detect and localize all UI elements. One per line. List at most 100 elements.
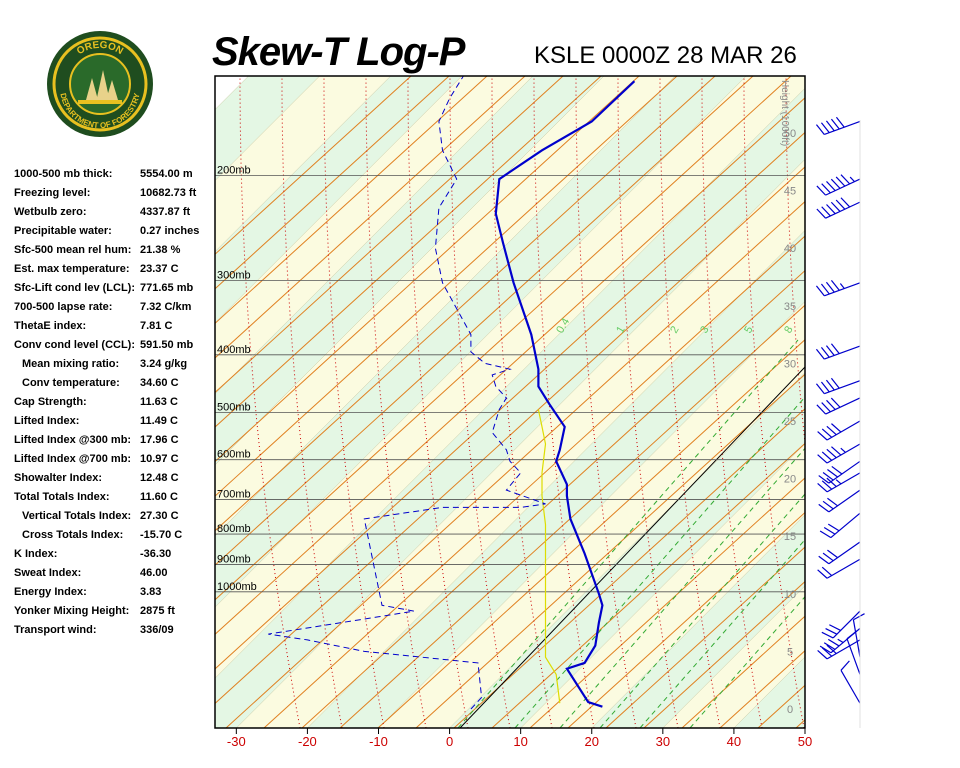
wind-barb-flag <box>830 280 840 291</box>
stat-value: 5554.00 m <box>140 168 193 180</box>
wind-barb-flag <box>818 555 830 565</box>
dry-adiabat-line <box>567 511 805 728</box>
x-tick-label: 10 <box>513 734 527 749</box>
wind-barb-flag <box>821 183 831 194</box>
isotherm-line <box>876 76 960 728</box>
wind-barb <box>817 443 861 464</box>
wind-barb-flag <box>821 631 834 639</box>
stat-value: 21.38 % <box>140 244 181 256</box>
wind-barb-staff <box>828 541 861 565</box>
wind-barb-flag <box>820 381 830 393</box>
dry-adiabat-line <box>215 76 450 290</box>
dry-adiabat-line <box>215 76 754 566</box>
stat-value: -36.30 <box>140 548 172 560</box>
dry-adiabat-line <box>529 477 805 728</box>
height-tick-label: 20 <box>784 474 796 486</box>
stat-value: 46.00 <box>140 567 168 579</box>
dry-adiabat-line <box>491 442 805 728</box>
mixing-ratio-line <box>559 447 805 728</box>
stat-value: 0.27 inches <box>140 225 200 237</box>
wind-barb-flag <box>821 647 833 657</box>
dry-adiabat-line <box>795 719 805 728</box>
dry-adiabat-line <box>301 269 805 728</box>
stat-value: 591.50 mb <box>140 339 194 351</box>
x-tick-label: 20 <box>585 734 599 749</box>
wind-barb <box>815 280 861 297</box>
wind-barb-flag <box>831 446 842 456</box>
stat-label: K Index: <box>14 548 58 560</box>
stat-value: 10682.73 ft <box>140 187 197 199</box>
isotherm-line <box>215 76 534 395</box>
stat-value: 17.96 C <box>140 434 179 446</box>
mixing-ratio-label: 8 <box>782 324 795 335</box>
stat-label: Wetbulb zero: <box>14 206 87 218</box>
wind-barb-flag <box>829 624 841 631</box>
wind-barb-flag <box>827 468 838 478</box>
wind-barb-flag <box>827 638 840 647</box>
wind-barb-flag <box>830 201 841 212</box>
stat-value: 11.60 C <box>140 491 178 503</box>
wind-barb-flag <box>826 477 837 487</box>
wind-barb-staff <box>828 489 861 513</box>
pressure-level-label: 700mb <box>217 489 251 501</box>
dry-adiabat-line <box>215 76 488 325</box>
stat-value: 10.97 C <box>140 453 179 465</box>
stat-label: Total Totals Index: <box>14 491 110 503</box>
wind-barb-staff <box>840 670 861 704</box>
stat-value: 12.48 C <box>140 472 179 484</box>
pressure-level-label: 1000mb <box>217 581 257 593</box>
wind-barb-flag <box>821 206 831 217</box>
wind-barb-flag <box>823 642 836 650</box>
wind-barb <box>818 541 861 565</box>
wind-barb <box>819 627 861 654</box>
wind-barb-flag <box>835 479 842 485</box>
pressure-level-label: 900mb <box>217 554 251 566</box>
isotherm-line <box>215 76 249 110</box>
wind-barb-flag <box>822 552 834 562</box>
dry-adiabat-line <box>948 64 960 728</box>
mixing-ratio-label: 2 <box>668 324 681 335</box>
isotherm-line <box>215 87 805 679</box>
stat-value: 7.81 C <box>140 320 173 332</box>
wind-barb-flag <box>827 523 840 532</box>
stat-value: 7.32 C/km <box>140 301 192 313</box>
wind-barb-flag <box>821 402 831 413</box>
wind-barb-flag <box>825 120 835 132</box>
wind-barb-flag <box>819 645 832 654</box>
wind-barb-flag <box>821 480 833 490</box>
stat-value: 3.83 <box>140 586 162 598</box>
isotherm-band <box>947 76 960 728</box>
pressure-level-label: 600mb <box>217 449 251 461</box>
wind-barb-flag <box>846 630 858 640</box>
wind-barb-flag <box>830 343 840 355</box>
stat-label: Sfc-Lift cond lev (LCL): <box>14 282 135 294</box>
wind-barb-flag <box>817 431 828 441</box>
x-tick-label: -30 <box>227 734 246 749</box>
stat-value: 2875 ft <box>140 605 175 617</box>
wind-barb-flag <box>849 176 855 183</box>
wind-barb-staff <box>824 380 861 395</box>
stat-label: Conv cond level (CCL): <box>14 339 136 351</box>
mixing-ratio-line <box>639 538 805 728</box>
wind-barb-flag <box>820 283 830 295</box>
isotherm-band <box>215 76 805 679</box>
wind-barb-flag <box>840 174 851 185</box>
stat-value: 3.24 g/kg <box>140 358 188 370</box>
wind-barb-flag <box>817 650 828 660</box>
mixing-ratio-line <box>689 596 805 728</box>
wind-barb-staff <box>832 610 861 639</box>
wind-barb-flag <box>818 475 830 484</box>
dry-adiabat-line <box>415 373 805 728</box>
isotherm-line <box>947 76 960 728</box>
pressure-level-label: 400mb <box>217 344 251 356</box>
height-tick-label: 15 <box>784 531 796 543</box>
wind-barb-flag <box>840 447 846 453</box>
wind-barb <box>840 660 861 704</box>
isotherm-line <box>215 76 462 324</box>
height-tick-label: 35 <box>784 301 796 313</box>
wind-barb <box>817 639 861 660</box>
wind-barb <box>815 343 861 360</box>
height-tick-label: 50 <box>784 128 796 140</box>
wind-barb-flag <box>827 549 838 559</box>
wind-barb-flag <box>817 482 828 493</box>
